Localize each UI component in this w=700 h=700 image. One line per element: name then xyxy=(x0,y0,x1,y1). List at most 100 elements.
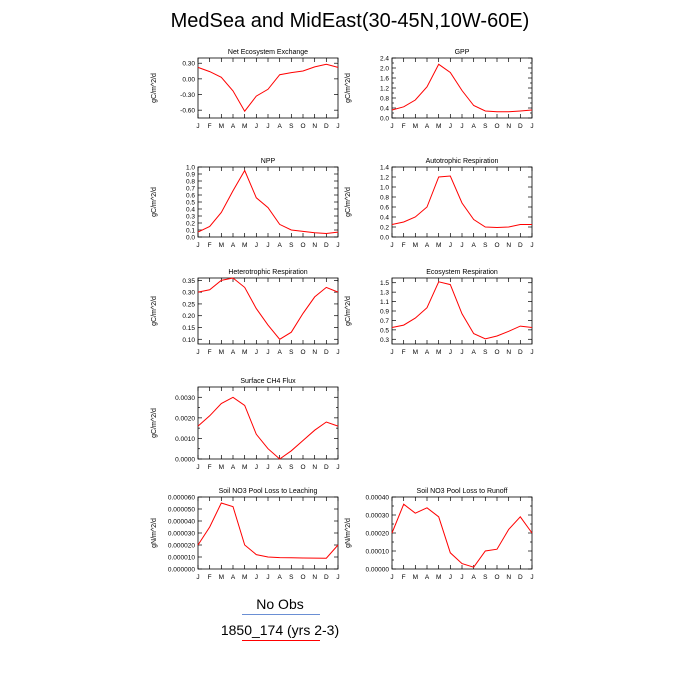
figure-title: MedSea and MidEast(30-45N,10W-60E) xyxy=(170,10,530,32)
x-tick-label: J xyxy=(266,349,269,356)
y-tick-label: 1.3 xyxy=(380,290,389,297)
y-tick-label: 0.0030 xyxy=(175,395,195,402)
x-tick-label: A xyxy=(231,123,236,130)
x-tick-label: J xyxy=(336,349,339,356)
x-tick-label: M xyxy=(242,242,247,249)
legend-model-label: 1850_174 (yrs 2-3) xyxy=(220,622,340,638)
plot-frame xyxy=(391,496,533,570)
x-tick-label: F xyxy=(402,242,406,249)
y-tick-label: 0.9 xyxy=(380,309,389,316)
x-tick-label: N xyxy=(506,242,511,249)
y-tick-label: 0.000000 xyxy=(168,567,195,574)
y-tick-label: 0.000020 xyxy=(168,543,195,550)
y-tick-label: 0.5 xyxy=(186,200,195,207)
x-tick-label: J xyxy=(196,349,199,356)
panel-title: Autotrophic Respiration xyxy=(426,158,499,165)
x-tick-label: D xyxy=(324,242,329,249)
y-tick-label: 0.2 xyxy=(186,221,195,228)
x-tick-label: D xyxy=(324,574,329,581)
y-axis-label: gC/m^2/d xyxy=(345,296,352,326)
x-tick-label: J xyxy=(449,123,452,130)
y-tick-label: 1.0 xyxy=(186,165,195,172)
x-tick-label: D xyxy=(324,464,329,471)
y-tick-label: 1.5 xyxy=(380,280,389,287)
y-tick-label: 0.8 xyxy=(186,179,195,186)
legend-model-line xyxy=(242,640,320,641)
y-tick-label: -0.30 xyxy=(180,92,195,99)
x-tick-label: S xyxy=(289,574,294,581)
y-tick-label: 0.6 xyxy=(380,205,389,212)
x-tick-label: A xyxy=(277,349,282,356)
x-tick-label: A xyxy=(231,464,236,471)
x-tick-label: N xyxy=(312,242,317,249)
x-tick-label: D xyxy=(324,123,329,130)
x-tick-label: O xyxy=(494,349,499,356)
y-axis-label: gN/m^2/d xyxy=(345,518,352,548)
x-tick-label: S xyxy=(483,242,488,249)
x-tick-label: J xyxy=(460,123,463,130)
y-tick-label: 0.30 xyxy=(182,61,195,68)
x-tick-label: J xyxy=(390,123,393,130)
panel-title: Net Ecosystem Exchange xyxy=(228,49,308,56)
y-axis-label: gC/m^2/d xyxy=(151,73,158,103)
chart-panel: Autotrophic Respiration gC/m^2/d 0.0 0.2 0.4… xyxy=(345,158,534,249)
x-tick-label: S xyxy=(483,123,488,130)
series-line xyxy=(197,277,339,340)
x-tick-label: A xyxy=(471,242,476,249)
x-tick-label: J xyxy=(336,574,339,581)
y-tick-label: 0.000030 xyxy=(168,531,195,538)
y-tick-label: 1.2 xyxy=(380,86,389,93)
x-tick-label: F xyxy=(208,574,212,581)
panel-title: GPP xyxy=(455,49,470,56)
y-axis-label: gN/m^2/d xyxy=(151,518,158,548)
y-tick-label: 0.9 xyxy=(186,172,195,179)
x-tick-label: J xyxy=(255,123,258,130)
x-tick-label: A xyxy=(277,464,282,471)
y-tick-label: 0.00040 xyxy=(366,495,390,502)
plot-frame xyxy=(197,277,339,345)
x-tick-label: J xyxy=(336,242,339,249)
x-tick-label: M xyxy=(436,242,441,249)
x-tick-label: J xyxy=(449,242,452,249)
x-tick-label: S xyxy=(289,242,294,249)
y-tick-label: 0.10 xyxy=(182,337,195,344)
x-tick-label: O xyxy=(300,464,305,471)
x-tick-label: A xyxy=(425,574,430,581)
y-tick-label: 0.0010 xyxy=(175,436,195,443)
plot-frame xyxy=(197,166,339,238)
x-tick-label: J xyxy=(336,123,339,130)
y-tick-label: 0.4 xyxy=(380,106,389,113)
x-tick-label: J xyxy=(449,349,452,356)
x-tick-label: D xyxy=(324,349,329,356)
panel-title: NPP xyxy=(261,158,276,165)
x-tick-label: J xyxy=(255,574,258,581)
y-tick-label: 0.30 xyxy=(182,290,195,297)
x-tick-label: S xyxy=(289,123,294,130)
x-tick-label: A xyxy=(277,574,282,581)
x-tick-label: J xyxy=(255,349,258,356)
x-tick-label: M xyxy=(436,123,441,130)
x-tick-label: N xyxy=(312,464,317,471)
x-tick-label: J xyxy=(255,464,258,471)
x-tick-label: F xyxy=(402,123,406,130)
x-tick-label: J xyxy=(390,242,393,249)
y-tick-label: 1.2 xyxy=(380,175,389,182)
x-tick-label: F xyxy=(208,464,212,471)
y-tick-label: 0.000010 xyxy=(168,555,195,562)
y-tick-label: 0.00020 xyxy=(366,531,390,538)
y-tick-label: 1.4 xyxy=(380,165,389,172)
y-tick-label: 1.6 xyxy=(380,76,389,83)
x-tick-label: S xyxy=(289,349,294,356)
y-tick-label: 0.000060 xyxy=(168,495,195,502)
y-tick-label: 0.20 xyxy=(182,313,195,320)
y-tick-label: 0.0 xyxy=(380,235,389,242)
x-tick-label: M xyxy=(436,574,441,581)
x-tick-label: F xyxy=(402,349,406,356)
x-tick-label: N xyxy=(506,349,511,356)
x-tick-label: M xyxy=(413,574,418,581)
x-tick-label: N xyxy=(506,574,511,581)
x-tick-label: J xyxy=(460,349,463,356)
x-tick-label: J xyxy=(336,464,339,471)
plot-frame xyxy=(197,57,339,119)
